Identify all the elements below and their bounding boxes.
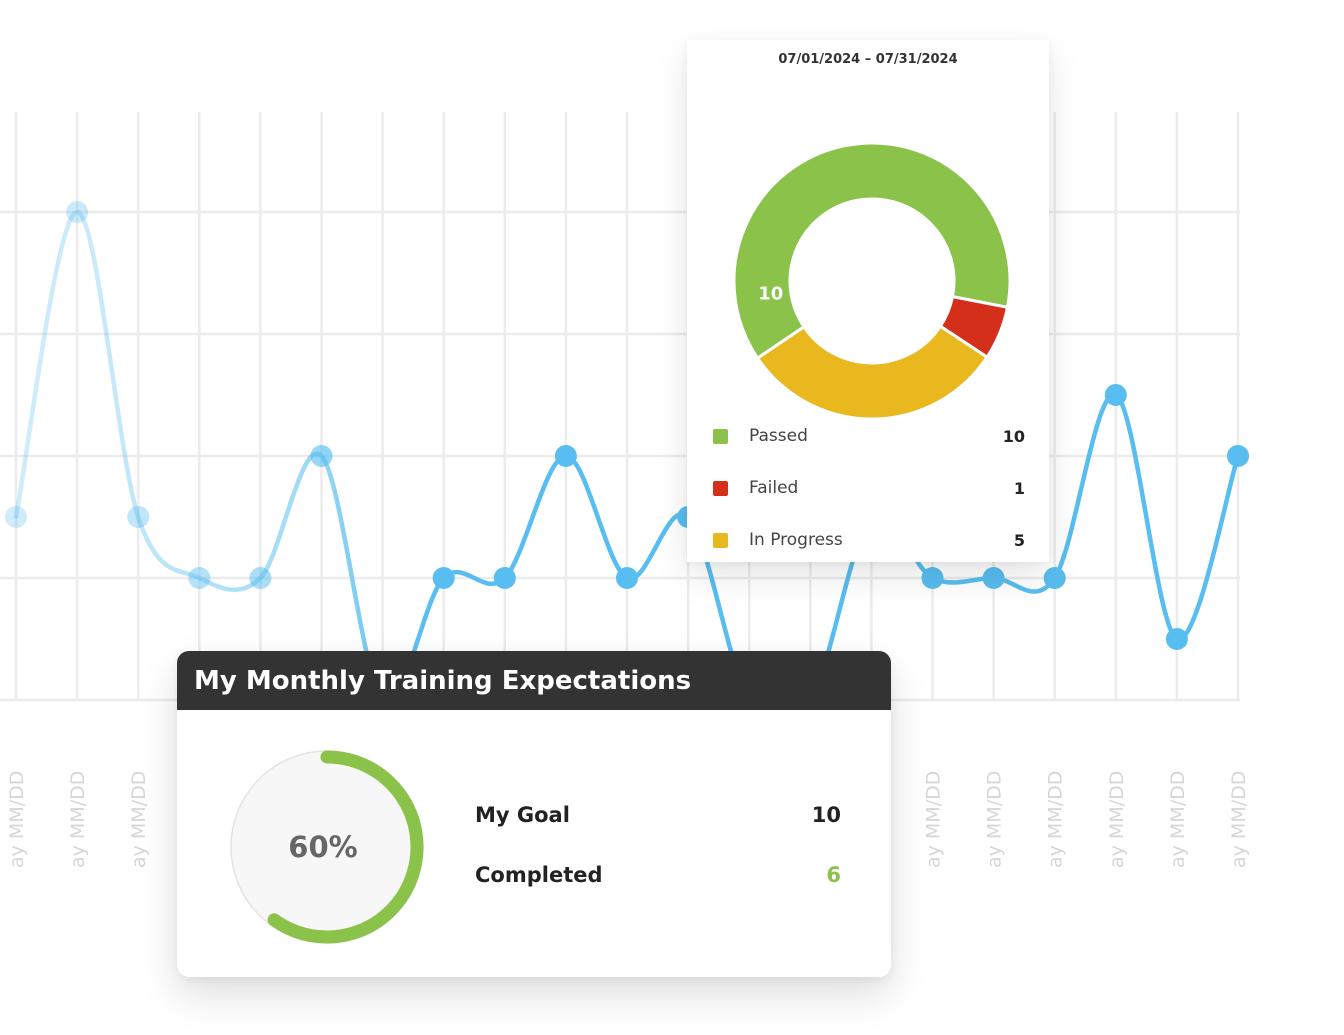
data-point bbox=[310, 445, 333, 467]
training-expectations-card: My Monthly Training Expectations 60% My … bbox=[177, 651, 891, 977]
x-tick-label: ay MM/DD bbox=[984, 771, 1006, 868]
data-point bbox=[921, 567, 944, 589]
legend-item-in-progress: In Progress 5 bbox=[713, 514, 1025, 566]
goal-row: My Goal 10 bbox=[475, 803, 841, 827]
x-tick-label: ay MM/DD bbox=[1228, 771, 1250, 868]
x-tick-label: ay MM/DD bbox=[1167, 771, 1189, 868]
x-tick-label: ay MM/DD bbox=[1045, 771, 1067, 868]
x-tick-label: ay MM/DD bbox=[923, 771, 945, 868]
completed-row: Completed 6 bbox=[475, 863, 841, 887]
x-tick-label: ay MM/DD bbox=[128, 771, 150, 868]
data-point bbox=[616, 567, 638, 589]
data-point bbox=[66, 201, 89, 223]
x-tick-label: ay MM/DD bbox=[1106, 771, 1128, 868]
data-point bbox=[1104, 384, 1127, 406]
chart-grid bbox=[0, 112, 1240, 702]
legend-value-failed: 1 bbox=[1013, 478, 1025, 498]
data-point bbox=[5, 506, 27, 528]
data-point bbox=[554, 445, 577, 467]
legend-label-failed: Failed bbox=[749, 478, 799, 498]
status-donut-card: 07/01/2024 – 07/31/2024 10 Passed 10 Fai… bbox=[687, 40, 1049, 562]
data-point bbox=[249, 567, 272, 589]
status-donut-chart: 10 bbox=[732, 141, 1012, 421]
completed-label: Completed bbox=[475, 863, 603, 887]
data-point bbox=[493, 567, 516, 589]
legend-item-passed: Passed 10 bbox=[713, 410, 1025, 462]
legend-label-passed: Passed bbox=[749, 426, 808, 446]
x-tick-label: ay MM/DD bbox=[6, 771, 28, 868]
date-range-label: 07/01/2024 – 07/31/2024 bbox=[778, 52, 958, 67]
data-point bbox=[1043, 567, 1066, 589]
legend-swatch-passed bbox=[713, 428, 728, 444]
data-point bbox=[127, 506, 150, 528]
legend-value-in-progress: 5 bbox=[1013, 530, 1025, 550]
data-point bbox=[188, 567, 211, 589]
training-card-title: My Monthly Training Expectations bbox=[194, 665, 692, 696]
data-point bbox=[1227, 445, 1249, 467]
x-tick-label: ay MM/DD bbox=[67, 771, 89, 868]
legend-item-failed: Failed 1 bbox=[713, 462, 1025, 514]
progress-ring-fill bbox=[267, 750, 424, 944]
legend-swatch-in-progress bbox=[713, 532, 728, 548]
legend-value-passed: 10 bbox=[1002, 426, 1025, 446]
goal-value: 10 bbox=[811, 803, 841, 827]
legend-label-in-progress: In Progress bbox=[749, 530, 843, 550]
donut-legend: Passed 10 Failed 1 In Progress 5 bbox=[713, 410, 1025, 566]
progress-percent-label: 60% bbox=[288, 830, 357, 864]
data-point bbox=[432, 567, 455, 589]
goal-label: My Goal bbox=[475, 803, 570, 827]
progress-ring: 60% bbox=[230, 750, 424, 944]
slice-in-progress bbox=[755, 324, 990, 421]
data-point bbox=[1165, 628, 1188, 650]
training-card-header: My Monthly Training Expectations bbox=[177, 651, 891, 710]
data-point bbox=[982, 567, 1005, 589]
completed-value: 6 bbox=[826, 863, 841, 887]
slice-value-label: 10 bbox=[758, 283, 783, 304]
legend-swatch-failed bbox=[713, 480, 728, 496]
slice-passed bbox=[732, 141, 1012, 361]
